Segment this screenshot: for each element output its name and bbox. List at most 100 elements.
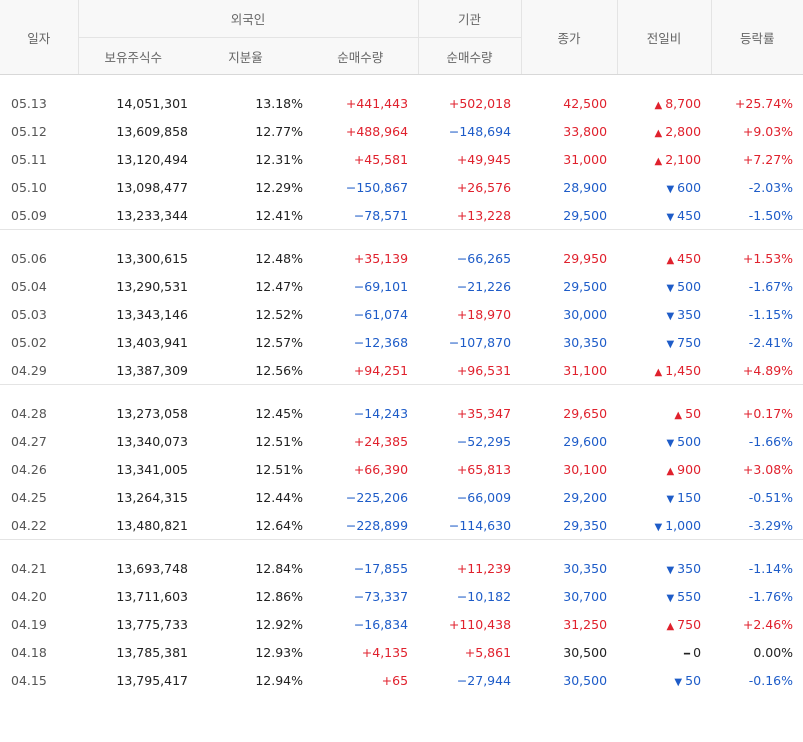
- up-triangle-icon: ▲: [654, 99, 663, 111]
- foreign-shares-cell: 13,785,381: [116, 644, 188, 660]
- date-cell: 04.26: [11, 461, 47, 477]
- foreign-net-cell: +4,135: [361, 644, 409, 660]
- close-cell: 29,500: [563, 278, 608, 294]
- group-separator: [0, 75, 803, 90]
- change-cell: ▲ 8,700: [617, 89, 711, 117]
- down-triangle-icon: ▼: [674, 676, 683, 688]
- inst-net-cell: −10,182: [456, 588, 512, 604]
- date-cell: 04.29: [11, 362, 47, 378]
- table-row: 05.06 13,300,615 12.48% +35,139 −66,265 29,95…: [0, 244, 803, 272]
- institution-group-header: 기관: [417, 0, 522, 38]
- date-cell: 04.25: [11, 489, 47, 505]
- foreign-ratio-cell: 12.94%: [255, 672, 303, 688]
- table-row: 05.10 13,098,477 12.29% −150,867 +26,576 28,9…: [0, 173, 803, 201]
- table-row: 05.13 14,051,301 13.18% +441,443 +502,018 42,…: [0, 89, 803, 117]
- inst-net-cell: −66,009: [456, 489, 512, 505]
- separator-cell: [0, 539, 803, 554]
- close-cell: 31,100: [563, 362, 608, 378]
- table-row: 04.18 13,785,381 12.93% +4,135 +5,861 30,500 ━…: [0, 638, 803, 666]
- table-row: 05.04 13,290,531 12.47% −69,101 −21,226 29,50…: [0, 272, 803, 300]
- date-cell: 04.20: [11, 588, 47, 604]
- foreign-shares-cell: 13,098,477: [116, 179, 188, 195]
- foreign-shares-cell: 13,693,748: [116, 560, 188, 576]
- inst-net-cell: −66,265: [456, 250, 512, 266]
- change-cell: ▼ 550: [617, 582, 711, 610]
- foreign-shares-cell: 13,795,417: [116, 672, 188, 688]
- down-triangle-icon: ▼: [666, 437, 675, 449]
- foreign-shares-cell: 13,120,494: [116, 151, 188, 167]
- group-separator: [0, 229, 803, 244]
- change-cell: ▼ 450: [617, 201, 711, 230]
- foreign-shares-cell: 13,403,941: [116, 334, 188, 350]
- foreign-ratio-cell: 12.52%: [255, 306, 303, 322]
- date-cell: 05.04: [11, 278, 47, 294]
- rate-cell: -1.76%: [748, 588, 794, 604]
- rate-cell: +2.46%: [742, 616, 794, 632]
- rate-cell: -1.14%: [748, 560, 794, 576]
- up-triangle-icon: ▲: [654, 366, 663, 378]
- separator-cell: [0, 384, 803, 399]
- close-cell: 29,650: [563, 405, 608, 421]
- foreign-shares-cell: 13,775,733: [116, 616, 188, 632]
- up-triangle-icon: ▲: [654, 127, 663, 139]
- close-cell: 30,100: [563, 461, 608, 477]
- change-value: 900: [677, 461, 702, 477]
- date-cell: 04.21: [11, 560, 47, 576]
- foreign-net-cell: −78,571: [353, 207, 409, 223]
- inst-net-cell: +35,347: [456, 405, 512, 421]
- foreign-net-cell: −69,101: [353, 278, 409, 294]
- table-row: 04.15 13,795,417 12.94% +65 −27,944 30,500 ▼ 50…: [0, 666, 803, 694]
- date-cell: 04.22: [11, 517, 47, 533]
- foreign-net-cell: +488,964: [345, 123, 409, 139]
- inst-net-cell: −21,226: [456, 278, 512, 294]
- change-value: 350: [677, 306, 702, 322]
- date-cell: 05.11: [11, 151, 47, 167]
- inst-net-cell: −148,694: [448, 123, 512, 139]
- up-triangle-icon: ▲: [674, 409, 683, 421]
- change-cell: ▼ 350: [617, 300, 711, 328]
- change-cell: ▼ 500: [617, 427, 711, 455]
- rate-cell: -2.03%: [748, 179, 794, 195]
- foreign-net-header: 순매수량: [303, 37, 419, 75]
- rate-cell: -1.66%: [748, 433, 794, 449]
- inst-net-cell: −52,295: [456, 433, 512, 449]
- foreign-ratio-cell: 12.29%: [255, 179, 303, 195]
- table-row: 04.25 13,264,315 12.44% −225,206 −66,009 29,2…: [0, 483, 803, 511]
- foreign-shares-cell: 14,051,301: [116, 95, 188, 111]
- change-value: 350: [677, 560, 702, 576]
- rate-cell: -1.50%: [748, 207, 794, 223]
- foreign-net-cell: +35,139: [353, 250, 409, 266]
- change-cell: ▲ 900: [617, 455, 711, 483]
- change-cell: ━ 0: [617, 638, 711, 666]
- change-value: 500: [677, 278, 702, 294]
- foreign-ratio-cell: 12.45%: [255, 405, 303, 421]
- foreign-ratio-cell: 13.18%: [255, 95, 303, 111]
- down-triangle-icon: ▼: [666, 183, 675, 195]
- foreign-ratio-cell: 12.57%: [255, 334, 303, 350]
- foreign-shares-cell: 13,233,344: [116, 207, 188, 223]
- down-triangle-icon: ▼: [666, 211, 675, 223]
- change-cell: ▼ 500: [617, 272, 711, 300]
- flat-dash-icon: ━: [684, 648, 691, 660]
- table-row: 05.11 13,120,494 12.31% +45,581 +49,945 31,00…: [0, 145, 803, 173]
- table-row: 04.19 13,775,733 12.92% −16,834 +110,438 31,2…: [0, 610, 803, 638]
- foreign-net-cell: −16,834: [353, 616, 409, 632]
- change-cell: ▼ 150: [617, 483, 711, 511]
- foreign-net-cell: +66,390: [353, 461, 409, 477]
- rate-cell: +1.53%: [742, 250, 794, 266]
- foreign-ratio-cell: 12.84%: [255, 560, 303, 576]
- change-value: 450: [677, 250, 702, 266]
- inst-net-cell: +49,945: [456, 151, 512, 167]
- change-value: 600: [677, 179, 702, 195]
- foreign-ratio-cell: 12.77%: [255, 123, 303, 139]
- foreign-net-cell: +24,385: [353, 433, 409, 449]
- change-value: 1,000: [665, 517, 702, 533]
- inst-net-header: 순매수량: [417, 37, 522, 75]
- change-value: 2,800: [665, 123, 702, 139]
- foreign-shares-cell: 13,480,821: [116, 517, 188, 533]
- foreign-ratio-cell: 12.51%: [255, 461, 303, 477]
- close-header: 종가: [520, 0, 618, 75]
- close-cell: 30,500: [563, 644, 608, 660]
- up-triangle-icon: ▲: [666, 620, 675, 632]
- close-cell: 29,350: [563, 517, 608, 533]
